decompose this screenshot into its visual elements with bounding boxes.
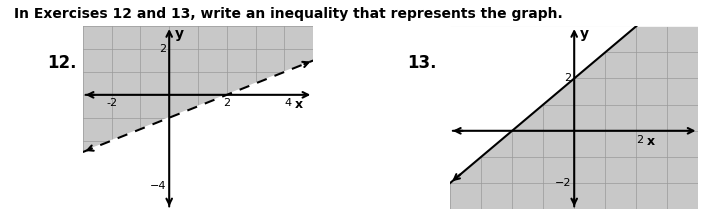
- Text: y: y: [174, 27, 184, 41]
- Text: 2: 2: [159, 44, 166, 54]
- Text: In Exercises 12 and 13, write an inequality that represents the graph.: In Exercises 12 and 13, write an inequal…: [14, 7, 563, 20]
- Text: 12.: 12.: [47, 54, 76, 73]
- Text: 13.: 13.: [407, 54, 436, 73]
- Polygon shape: [83, 60, 313, 209]
- Text: 2: 2: [223, 98, 230, 108]
- Text: -2: -2: [106, 98, 117, 108]
- Text: 4: 4: [284, 98, 292, 108]
- Text: 2: 2: [636, 135, 644, 145]
- Text: y: y: [580, 27, 589, 41]
- Text: −2: −2: [554, 178, 571, 188]
- Text: x: x: [647, 135, 655, 148]
- Text: −4: −4: [150, 181, 166, 191]
- Text: x: x: [294, 98, 302, 111]
- Text: 2: 2: [564, 73, 571, 83]
- Polygon shape: [450, 0, 698, 183]
